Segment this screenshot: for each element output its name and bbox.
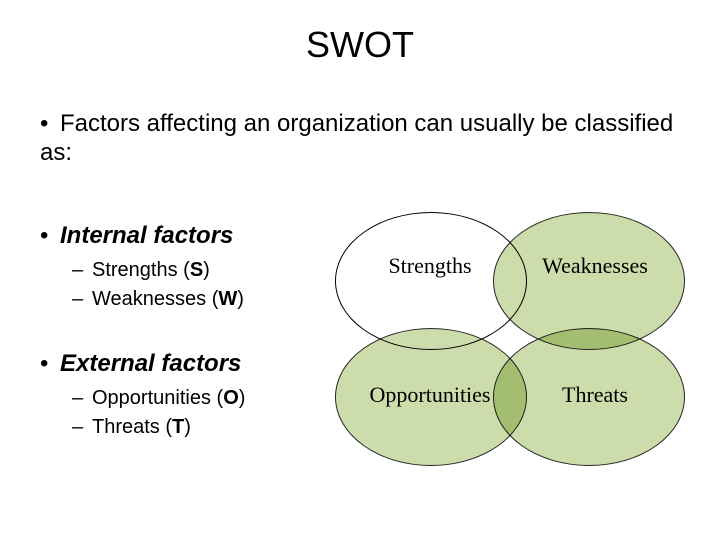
dash-icon: – [72, 256, 92, 285]
bullet-icon: • [40, 350, 60, 378]
intro-paragraph: •Factors affecting an organization can u… [40, 110, 680, 168]
item-code: W [218, 288, 237, 310]
item-label: Weaknesses [92, 288, 206, 310]
venn-label-weaknesses: Weaknesses [515, 253, 675, 279]
internal-heading: •Internal factors [40, 222, 233, 250]
venn-label-strengths: Strengths [350, 253, 510, 279]
page-title: SWOT [0, 24, 720, 66]
external-sublist: –Opportunities (O) –Threats (T) [72, 384, 245, 442]
external-heading-text: External factors [60, 350, 241, 377]
internal-heading-text: Internal factors [60, 222, 233, 249]
internal-sublist: –Strengths (S) –Weaknesses (W) [72, 256, 244, 314]
venn-label-opportunities: Opportunities [350, 382, 510, 408]
external-heading: •External factors [40, 350, 241, 378]
dash-icon: – [72, 285, 92, 314]
item-label: Opportunities [92, 387, 211, 409]
item-code: O [223, 387, 239, 409]
item-code: T [172, 416, 184, 438]
list-item: –Opportunities (O) [72, 384, 245, 413]
slide: SWOT •Factors affecting an organization … [0, 0, 720, 540]
item-label: Strengths [92, 259, 178, 281]
venn-label-threats: Threats [515, 382, 675, 408]
dash-icon: – [72, 413, 92, 442]
intro-text: Factors affecting an organization can us… [40, 110, 673, 166]
list-item: –Strengths (S) [72, 256, 244, 285]
item-code: S [190, 259, 203, 281]
dash-icon: – [72, 384, 92, 413]
bullet-icon: • [40, 110, 60, 139]
item-label: Threats [92, 416, 160, 438]
swot-venn-diagram: StrengthsWeaknesses OpportunitiesThreats [330, 200, 700, 470]
bullet-icon: • [40, 222, 60, 250]
list-item: –Weaknesses (W) [72, 285, 244, 314]
list-item: –Threats (T) [72, 413, 245, 442]
